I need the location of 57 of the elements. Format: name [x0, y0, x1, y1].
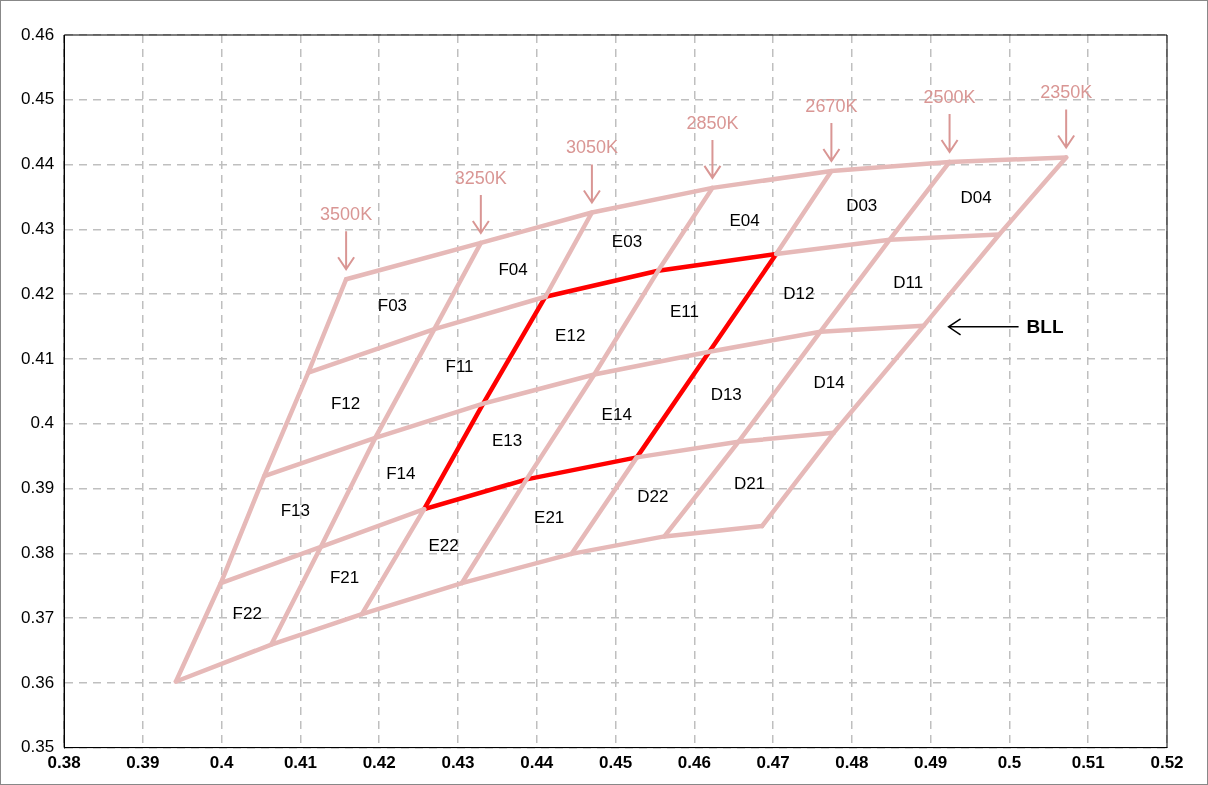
x-tick-label: 0.4 — [209, 753, 234, 773]
annotation: E22 — [428, 536, 459, 556]
annotation: F13 — [280, 500, 310, 520]
y-tick-label: 0.4 — [30, 413, 55, 433]
annotation: D13 — [710, 385, 742, 405]
y-tick-label: 0.46 — [20, 24, 55, 44]
x-tick-label: 0.46 — [677, 753, 711, 773]
annotation: D14 — [813, 372, 845, 392]
y-tick-label: 0.37 — [20, 607, 55, 627]
annotation: D04 — [960, 188, 992, 208]
annotation: F11 — [445, 356, 474, 376]
y-tick-label: 0.36 — [20, 672, 55, 692]
x-tick-label: 0.5 — [997, 753, 1022, 773]
annotation: E13 — [491, 431, 523, 451]
y-tick-label: 0.43 — [20, 219, 55, 239]
y-tick-label: 0.42 — [20, 283, 55, 303]
y-tick-label: 0.38 — [20, 542, 55, 562]
y-tick-label: 0.41 — [20, 348, 55, 368]
annotation: 3250K — [454, 167, 507, 188]
y-tick-label: 0.45 — [20, 89, 55, 109]
annotation: F12 — [330, 393, 361, 413]
annotation: F14 — [386, 464, 416, 484]
annotation: D21 — [734, 473, 766, 493]
x-tick-label: 0.47 — [756, 753, 790, 773]
annotation: F03 — [377, 295, 408, 315]
x-tick-label: 0.52 — [1150, 753, 1184, 773]
x-tick-label: 0.43 — [441, 753, 475, 773]
x-tick-label: 0.45 — [599, 753, 633, 773]
annotation: D03 — [846, 196, 878, 216]
annotation: E14 — [601, 405, 632, 425]
annotation: BLL — [1026, 316, 1064, 338]
annotation: 3050K — [565, 137, 618, 158]
annotation: F22 — [232, 603, 262, 623]
annotation: 2670K — [805, 96, 858, 117]
y-tick-label: 0.44 — [20, 154, 55, 174]
x-tick-label: 0.42 — [362, 753, 396, 773]
annotation: 2500K — [923, 86, 976, 107]
x-tick-label: 0.44 — [520, 753, 554, 773]
annotation: F21 — [329, 568, 360, 588]
x-tick-label: 0.41 — [283, 753, 317, 773]
annotation: E11 — [669, 302, 699, 322]
x-tick-label: 0.49 — [914, 753, 948, 773]
annotation: E12 — [555, 326, 586, 346]
x-tick-label: 0.39 — [126, 753, 160, 773]
annotation: E03 — [611, 231, 643, 251]
annotation: 3500K — [320, 204, 373, 225]
annotation: D22 — [637, 487, 669, 507]
annotation: 2850K — [686, 112, 739, 133]
annotation: D11 — [893, 272, 924, 292]
y-tick-label: 0.39 — [20, 478, 55, 498]
annotation: E21 — [534, 508, 565, 528]
annotation: 2350K — [1040, 82, 1093, 103]
annotation: D12 — [783, 283, 815, 303]
x-tick-label: 0.51 — [1071, 753, 1105, 773]
annotation: E04 — [729, 210, 760, 230]
x-tick-label: 0.48 — [835, 753, 869, 773]
annotation: F04 — [498, 260, 528, 280]
